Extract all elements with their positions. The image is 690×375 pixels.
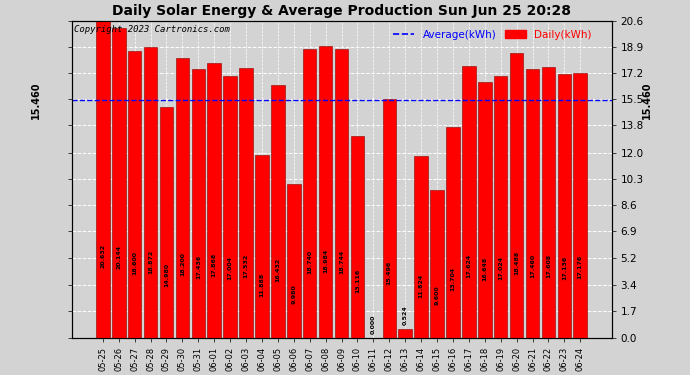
- Bar: [192, 69, 205, 338]
- Text: 15.460: 15.460: [32, 81, 41, 118]
- Text: 18.600: 18.600: [132, 251, 137, 274]
- Bar: [573, 74, 587, 338]
- Text: 16.648: 16.648: [482, 257, 487, 281]
- Text: 14.980: 14.980: [164, 263, 169, 287]
- Text: 0.524: 0.524: [403, 305, 408, 325]
- Bar: [558, 74, 571, 338]
- Text: 18.200: 18.200: [180, 252, 185, 276]
- Text: 18.744: 18.744: [339, 250, 344, 274]
- Text: 17.136: 17.136: [562, 255, 567, 280]
- Bar: [526, 69, 540, 338]
- Text: 17.532: 17.532: [244, 254, 248, 278]
- Bar: [415, 156, 428, 338]
- Bar: [494, 76, 507, 338]
- Text: 18.984: 18.984: [323, 249, 328, 273]
- Bar: [287, 184, 301, 338]
- Bar: [271, 85, 285, 338]
- Bar: [96, 20, 110, 338]
- Bar: [208, 63, 221, 338]
- Text: 18.872: 18.872: [148, 249, 153, 274]
- Text: 18.740: 18.740: [307, 250, 312, 274]
- Text: 20.632: 20.632: [100, 244, 106, 268]
- Bar: [159, 107, 173, 338]
- Text: 17.024: 17.024: [498, 256, 503, 280]
- Bar: [128, 51, 141, 338]
- Text: 16.432: 16.432: [275, 258, 280, 282]
- Bar: [446, 127, 460, 338]
- Text: 15.460: 15.460: [642, 81, 651, 118]
- Bar: [510, 53, 524, 338]
- Text: 17.436: 17.436: [196, 254, 201, 279]
- Title: Daily Solar Energy & Average Production Sun Jun 25 20:28: Daily Solar Energy & Average Production …: [112, 4, 571, 18]
- Text: 18.488: 18.488: [514, 251, 519, 275]
- Bar: [319, 46, 333, 338]
- Bar: [398, 330, 412, 338]
- Bar: [224, 76, 237, 338]
- Text: 0.000: 0.000: [371, 315, 376, 334]
- Bar: [462, 66, 475, 338]
- Text: 11.888: 11.888: [259, 273, 264, 297]
- Text: 17.624: 17.624: [466, 254, 471, 278]
- Text: 13.116: 13.116: [355, 269, 360, 293]
- Text: 13.704: 13.704: [451, 267, 455, 291]
- Text: 17.176: 17.176: [578, 255, 583, 279]
- Text: 17.868: 17.868: [212, 253, 217, 277]
- Text: 9.600: 9.600: [435, 285, 440, 305]
- Text: 9.980: 9.980: [291, 284, 296, 304]
- Bar: [239, 68, 253, 338]
- Bar: [176, 58, 189, 338]
- Text: 17.004: 17.004: [228, 256, 233, 280]
- Bar: [382, 99, 396, 338]
- Legend: Average(kWh), Daily(kWh): Average(kWh), Daily(kWh): [389, 26, 595, 44]
- Text: 17.608: 17.608: [546, 254, 551, 278]
- Bar: [351, 136, 364, 338]
- Bar: [144, 47, 157, 338]
- Bar: [478, 81, 491, 338]
- Bar: [335, 49, 348, 338]
- Bar: [431, 190, 444, 338]
- Bar: [112, 28, 126, 338]
- Text: Copyright 2023 Cartronics.com: Copyright 2023 Cartronics.com: [75, 26, 230, 34]
- Text: 15.496: 15.496: [387, 261, 392, 285]
- Bar: [255, 155, 268, 338]
- Bar: [303, 50, 317, 338]
- Text: 17.460: 17.460: [530, 254, 535, 279]
- Text: 11.824: 11.824: [419, 273, 424, 297]
- Text: 20.144: 20.144: [116, 245, 121, 269]
- Bar: [542, 67, 555, 338]
